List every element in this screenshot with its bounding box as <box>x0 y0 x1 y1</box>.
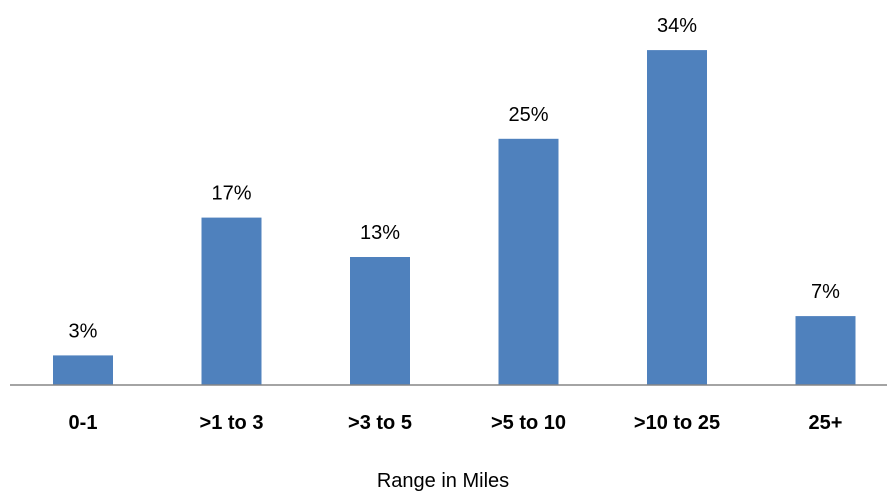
x-tick-label-0: 0-1 <box>69 412 98 434</box>
x-tick-labels-group: 0-1 >1 to 3 >3 to 5 >5 to 10 >10 to 25 25+ <box>69 412 843 434</box>
x-tick-label-5: 25+ <box>809 412 843 434</box>
x-tick-label-1: >1 to 3 <box>200 412 264 434</box>
data-label-4: 34% <box>657 15 697 37</box>
x-tick-label-3: >5 to 10 <box>491 412 566 434</box>
bar-1 <box>201 217 262 385</box>
x-tick-label-2: >3 to 5 <box>348 412 412 434</box>
data-label-0: 3% <box>69 320 98 342</box>
bar-4 <box>647 50 707 385</box>
data-label-1: 17% <box>211 183 251 205</box>
x-tick-label-4: >10 to 25 <box>634 412 720 434</box>
bar-0 <box>53 355 113 385</box>
bar-5 <box>795 316 856 386</box>
bars-group <box>53 50 856 386</box>
bar-3 <box>498 138 559 386</box>
data-label-2: 13% <box>360 222 400 244</box>
data-labels-group: 3% 17% 13% 25% 34% 7% <box>69 15 841 342</box>
data-label-5: 7% <box>811 281 840 303</box>
data-label-3: 25% <box>508 104 548 126</box>
bar-2 <box>350 257 410 385</box>
x-axis-title: Range in Miles <box>377 470 509 492</box>
